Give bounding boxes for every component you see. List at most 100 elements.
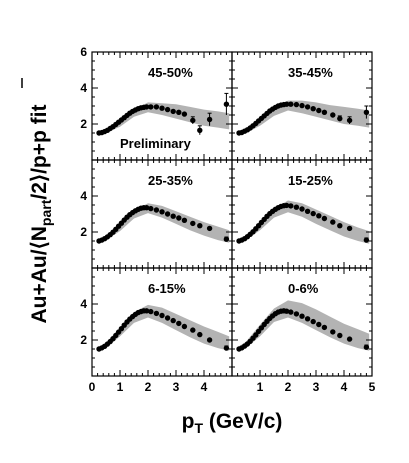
data-point [293, 311, 300, 317]
panel-35-45%: 35-45% [231, 51, 373, 161]
data-point [363, 109, 370, 116]
data-point [190, 327, 196, 333]
data-point [293, 101, 300, 108]
x-tick-label: 4 [201, 380, 208, 394]
y-axis-title-subscript: part [38, 199, 54, 226]
data-point [148, 104, 154, 110]
panel-25-35%: 2 4 25-35% [80, 159, 233, 269]
data-point [176, 109, 182, 116]
data-point [153, 104, 160, 110]
x-tick-label: 1 [257, 380, 264, 394]
y-axis-title-tail: /2⟩/p+p fit [28, 104, 51, 199]
data-point [304, 208, 311, 214]
data-point [159, 209, 165, 215]
data-point [283, 308, 290, 314]
data-point [197, 127, 203, 133]
data-point [299, 102, 305, 109]
x-tick-label: 1 [117, 380, 124, 394]
data-point [321, 324, 328, 331]
x-tick-label: 3 [313, 380, 320, 394]
data-point [346, 336, 353, 342]
data-point [206, 116, 213, 123]
data-point [170, 317, 176, 324]
data-point [159, 105, 165, 111]
data-point [164, 106, 171, 113]
data-point [223, 345, 230, 351]
x-axis-title-tail: (GeV/c) [203, 410, 282, 433]
data-point [159, 312, 165, 319]
data-point [164, 211, 171, 217]
x-axis-title-subscript: T [194, 420, 203, 436]
data-point [337, 332, 343, 339]
data-point [337, 223, 343, 229]
data-point [206, 225, 213, 232]
y-tick-label: 2 [80, 333, 87, 347]
x-axis-title-main: p [182, 410, 195, 433]
data-point [293, 204, 300, 210]
data-point [304, 316, 311, 322]
y-axis-title: Au+Au/⟨Npart/2⟩/p+p fit [28, 104, 54, 323]
data-point [148, 205, 154, 212]
y-axis-title-main: Au+Au/⟨N [28, 226, 51, 323]
data-point [170, 213, 176, 219]
y-tick-label: 4 [80, 297, 87, 311]
panel-label: 35-45% [288, 65, 333, 80]
panel-label: 45-50% [148, 65, 193, 80]
panel-label: 0-6% [288, 281, 319, 296]
data-point [310, 318, 316, 325]
data-point [310, 210, 316, 217]
data-point [143, 104, 150, 110]
y-tick-label: 2 [80, 225, 87, 239]
data-point [181, 323, 188, 330]
data-point [288, 101, 294, 107]
data-point [288, 309, 294, 315]
data-point [321, 109, 328, 116]
data-point [181, 217, 188, 223]
panel-label: 6-15% [148, 281, 186, 296]
data-point [223, 101, 230, 107]
data-point [321, 215, 328, 222]
data-point [363, 237, 370, 243]
data-point [330, 112, 336, 118]
data-point [223, 236, 230, 242]
data-point [283, 202, 290, 209]
data-point [288, 203, 294, 209]
data-point [153, 207, 160, 213]
y-tick-label: 4 [80, 189, 87, 203]
data-point [153, 310, 160, 317]
data-point [190, 220, 196, 227]
panels-group: 2 4 6 45-50% 35-45% 2 4 25-35% 15-25% 2 4 0 1 2 3 4 6-15… [80, 45, 375, 394]
data-point [346, 117, 353, 124]
uncertainty-band [239, 100, 370, 135]
data-point [143, 308, 150, 314]
x-tick-label: 3 [173, 380, 180, 394]
data-point [330, 329, 336, 335]
data-point [164, 315, 171, 321]
data-point [316, 107, 322, 114]
panel-0-6%: 1 2 3 4 5 0-6% [231, 267, 376, 394]
data-point [283, 101, 290, 107]
x-axis-title: pT (GeV/c) [182, 410, 283, 436]
data-point [363, 344, 370, 350]
y-tick-label: 4 [80, 81, 87, 95]
data-point [176, 320, 182, 327]
data-point [304, 104, 311, 110]
x-tick-label: 2 [285, 380, 292, 394]
preliminary-annotation: Preliminary [120, 136, 192, 151]
panel-label: 25-35% [148, 173, 193, 188]
data-point [330, 219, 336, 225]
data-point [206, 337, 213, 343]
data-point [176, 215, 182, 221]
data-point [170, 108, 176, 115]
data-point [316, 321, 322, 328]
data-point [346, 225, 353, 232]
y-tick-label: 2 [80, 117, 87, 131]
data-point [299, 206, 305, 212]
uncertainty-band [239, 300, 370, 351]
data-point [197, 223, 203, 229]
x-tick-label: 4 [341, 380, 348, 394]
panel-6-15%: 2 4 0 1 2 3 4 6-15% [80, 267, 233, 394]
y-tick-label: 6 [80, 45, 87, 59]
data-point [143, 205, 150, 211]
